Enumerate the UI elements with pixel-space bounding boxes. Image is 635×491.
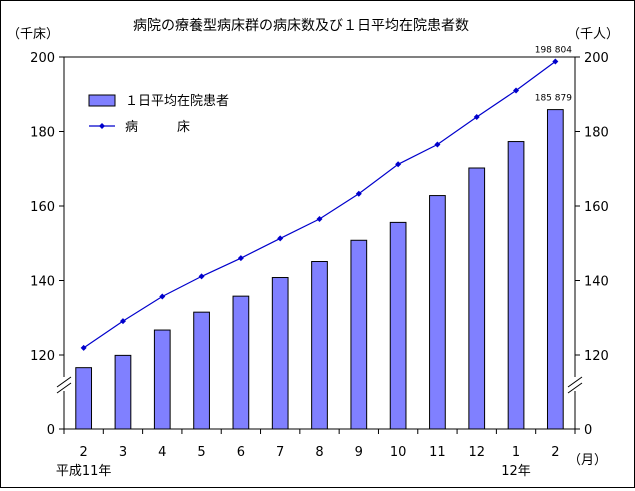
bar: [311, 261, 328, 430]
bar: [114, 354, 132, 430]
x-tick-label: 5: [197, 445, 205, 460]
legend-line-marker: [99, 123, 105, 129]
right-y-tick-label: 120: [584, 349, 609, 364]
left-y-tick-label: 0: [47, 423, 55, 438]
bar: [429, 195, 446, 430]
x-tick-label: 10: [390, 445, 407, 460]
right-axis-unit: （千人）: [567, 27, 619, 42]
bar: [389, 221, 407, 430]
left-y-tick-label: 140: [30, 275, 55, 290]
data-label: 198 804: [535, 45, 572, 55]
beds-point: [198, 273, 205, 280]
bar: [468, 167, 486, 430]
beds-point: [513, 87, 520, 94]
right-y-tick-label: 0: [584, 423, 592, 438]
beds-point: [434, 141, 441, 148]
beds-point: [473, 113, 480, 120]
x-tick-label: 11: [429, 445, 446, 460]
x-tick-label: 7: [276, 445, 284, 460]
era-label: 12年: [501, 464, 531, 479]
x-tick-label: 12: [468, 445, 485, 460]
bar: [350, 239, 368, 430]
beds-point: [237, 255, 244, 262]
beds-point: [119, 318, 126, 325]
right-axis-break: [567, 376, 583, 394]
chart-title: 病院の療養型病床群の病床数及び１日平均在院患者数: [133, 17, 469, 34]
right-y-tick-label: 200: [584, 51, 609, 66]
left-y-tick-label: 200: [30, 51, 55, 66]
legend-bar-label: １日平均在院患者: [125, 94, 229, 109]
bar: [507, 141, 525, 430]
bar: [271, 277, 289, 430]
beds-point: [159, 293, 166, 300]
bar: [153, 329, 171, 430]
bar: [546, 109, 564, 430]
beds-point: [355, 190, 362, 197]
x-tick-label: 3: [119, 445, 127, 460]
x-tick-label: 8: [315, 445, 323, 460]
era-label: 平成11年: [56, 464, 112, 479]
bar: [193, 311, 210, 430]
right-y-tick-label: 180: [584, 126, 609, 141]
left-axis-break: [56, 376, 72, 394]
plot-area: 0 0 120 120 140 140 160 160 180 180 200 200 2 3 4 5 6 7 8 9…: [30, 45, 609, 479]
x-tick-label: 1: [512, 445, 520, 460]
x-tick-label: 2: [80, 445, 88, 460]
data-label: 185 879: [535, 94, 572, 104]
x-tick-label: 9: [355, 445, 363, 460]
left-y-tick-label: 180: [30, 126, 55, 141]
x-axis-unit: （月）: [568, 453, 607, 468]
left-y-tick-label: 160: [30, 200, 55, 215]
legend-line-label: 病 床: [125, 120, 190, 135]
left-y-tick-label: 120: [30, 349, 55, 364]
x-tick-label: 2: [551, 445, 559, 460]
legend-bar-swatch: [88, 94, 116, 107]
x-tick-label: 4: [158, 445, 166, 460]
bar: [232, 295, 250, 430]
beds-point: [395, 161, 402, 168]
beds-point: [316, 216, 323, 223]
beds-point: [552, 58, 559, 65]
left-axis-unit: （千床）: [7, 27, 59, 42]
beds-point: [277, 235, 284, 242]
right-y-tick-label: 140: [584, 275, 609, 290]
x-tick-label: 6: [237, 445, 245, 460]
right-y-tick-label: 160: [584, 200, 609, 215]
beds-point: [80, 344, 87, 351]
bar: [75, 367, 93, 430]
